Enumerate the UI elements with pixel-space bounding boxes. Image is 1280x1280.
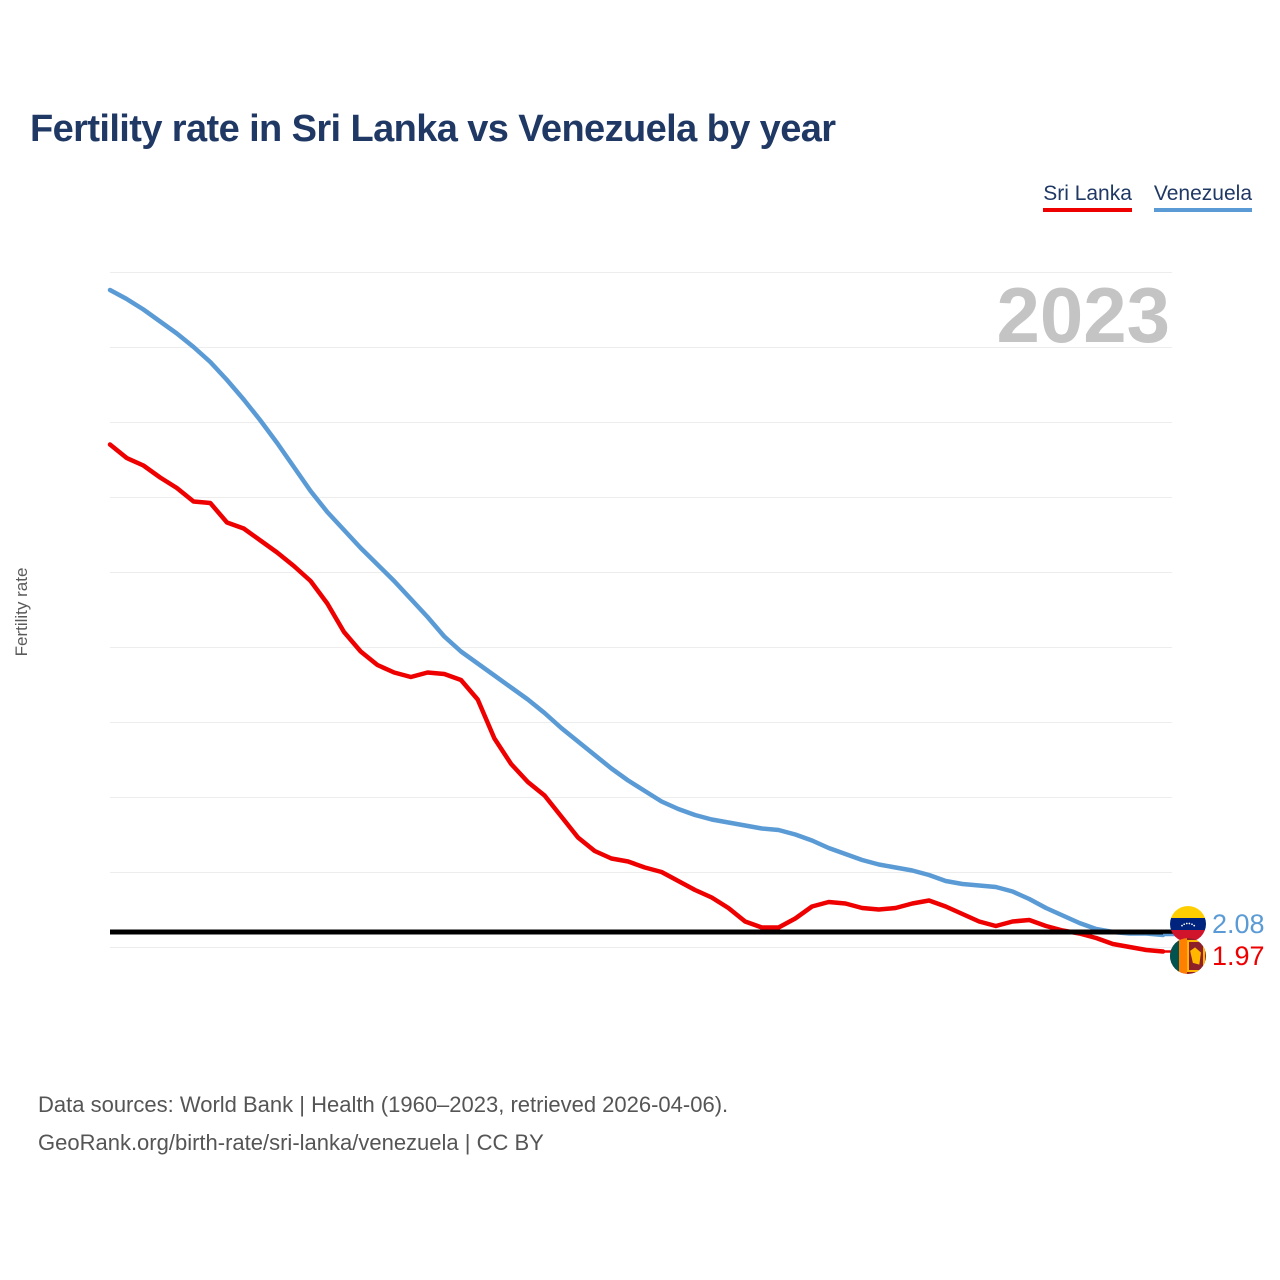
legend-swatch-sri-lanka	[1043, 208, 1132, 213]
legend-item-venezuela[interactable]: Venezuela	[1153, 182, 1252, 213]
endpoint-value-sri-lanka: 1.97	[1212, 940, 1265, 971]
legend: Sri Lanka Venezuela	[1043, 182, 1252, 213]
gridline	[110, 272, 1172, 273]
plot-area: 22.533.544.555.566.5 1960197019801990200…	[110, 272, 1172, 948]
footer-data-sources: Data sources: World Bank | Health (1960–…	[38, 1092, 729, 1117]
venezuela-flag-icon	[1170, 906, 1206, 942]
endpoint-venezuela[interactable]: 2.08	[1170, 906, 1265, 942]
legend-label-venezuela: Venezuela	[1153, 182, 1252, 205]
gridline	[110, 572, 1172, 573]
flag-stripe-green	[1170, 938, 1180, 974]
sri-lanka-flag-icon	[1170, 938, 1206, 974]
page-title: Fertility rate in Sri Lanka vs Venezuela…	[30, 108, 836, 150]
footer-attribution: GeoRank.org/birth-rate/sri-lanka/venezue…	[38, 1129, 544, 1155]
gridline	[110, 347, 1172, 348]
endpoint-value-venezuela: 2.08	[1212, 908, 1265, 939]
gridline	[110, 647, 1172, 648]
flag-gold-border	[1187, 940, 1206, 972]
legend-label-sri-lanka: Sri Lanka	[1043, 182, 1132, 205]
footer: Data sources: World Bank | Health (1960–…	[38, 1086, 728, 1162]
gridline	[110, 497, 1172, 498]
gridline	[110, 422, 1172, 423]
flag-stripe-orange	[1179, 938, 1188, 974]
legend-swatch-venezuela	[1153, 208, 1252, 213]
gridline	[110, 872, 1172, 873]
venezuela-stars-icon	[1181, 922, 1196, 927]
y-axis-label: Fertility rate	[12, 567, 31, 657]
flag-lion-icon	[1190, 947, 1201, 965]
gridline	[110, 722, 1172, 723]
legend-item-sri-lanka[interactable]: Sri Lanka	[1043, 182, 1132, 213]
gridline	[110, 797, 1172, 798]
gridline	[110, 947, 1172, 948]
endpoint-sri-lanka[interactable]: 1.97	[1170, 938, 1265, 974]
